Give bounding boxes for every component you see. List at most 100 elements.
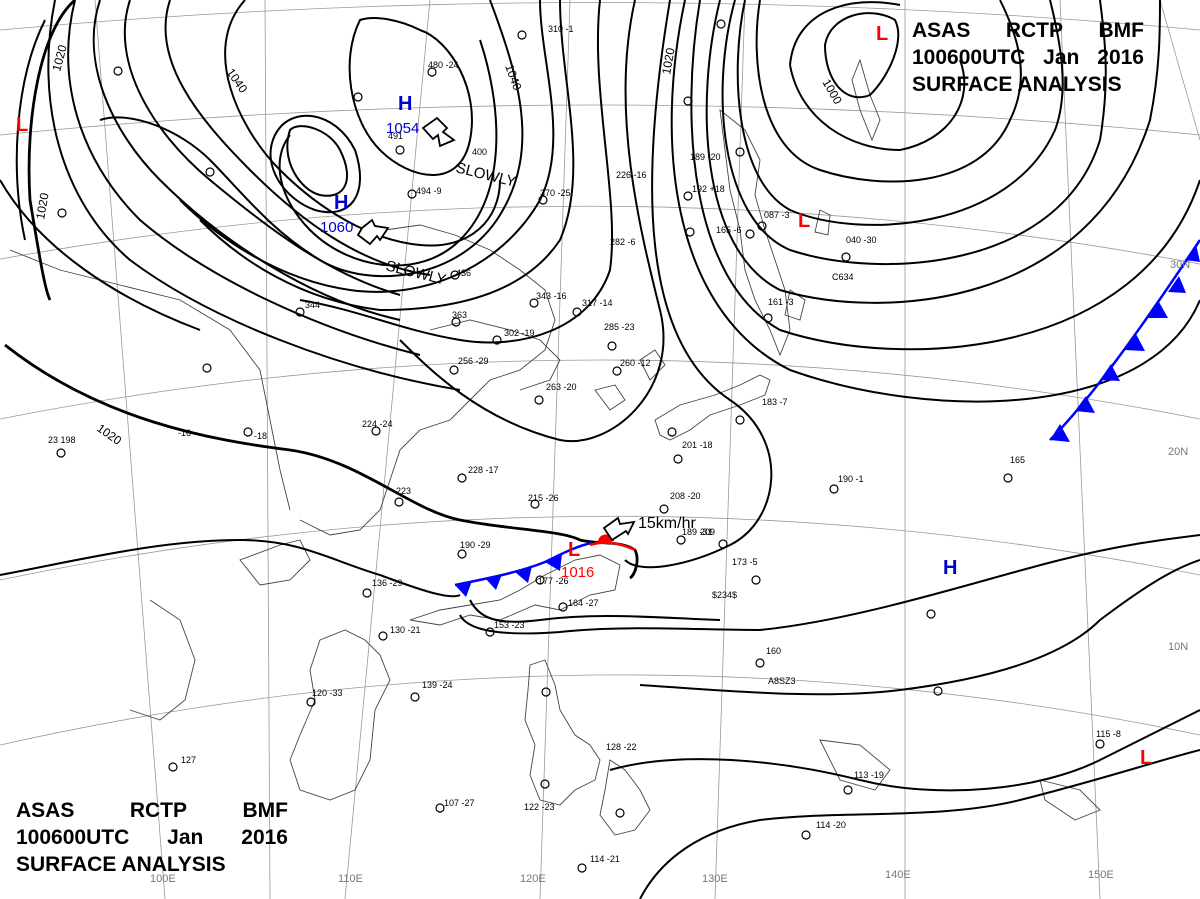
station-label: 215 -26 (528, 493, 559, 503)
station-label: 201 -18 (682, 440, 713, 450)
station-label: 282 -6 (610, 237, 636, 247)
station-label: 128 -22 (606, 742, 637, 752)
station-label: -16 (178, 428, 191, 438)
low-pressure-symbol: L (798, 210, 810, 232)
station-label: 223 (396, 486, 411, 496)
station-label: 114 -21 (590, 854, 620, 864)
station-label: 190 -1 (838, 474, 864, 484)
station-label: 120 -33 (312, 688, 343, 698)
station-label: 190 -29 (460, 540, 491, 550)
header-station: RCTP (129, 799, 188, 822)
station-label: 260 -12 (620, 358, 651, 368)
station-label: 114 -20 (816, 820, 846, 830)
header-bottom-left: ASAS RCTP BMF 100600UTC Jan 2016 SURFACE… (16, 797, 288, 878)
station-label: 122 -23 (524, 802, 555, 812)
low-pressure-symbol: L (876, 23, 888, 45)
station-label: 161 -3 (768, 297, 794, 307)
station-label: 113 -19 (854, 770, 884, 780)
header-time: 100600UTC (912, 46, 1026, 69)
station-label: 107 -27 (444, 798, 475, 808)
station-label: 192 +18 (692, 184, 725, 194)
header-row-2: 100600UTC Jan 2016 (912, 44, 1144, 71)
station-label: 370 -25 (540, 188, 571, 198)
station-label: 494 -9 (416, 186, 442, 196)
station-label: 160 (766, 646, 781, 656)
station-label: 189 -31 (682, 527, 713, 537)
station-label: 436 (456, 268, 471, 278)
station-label: 040 -30 (846, 235, 877, 245)
header-row-1: ASAS RCTP BMF (912, 17, 1144, 44)
header-agency: ASAS (912, 19, 971, 42)
station-label: 115 -8 (1096, 729, 1121, 739)
station-label: 263 -20 (546, 382, 577, 392)
low-pressure-symbol: L (568, 539, 580, 561)
station-label: 400 (472, 147, 487, 157)
station-label: 226 -16 (616, 170, 647, 180)
station-label: 165 -6 (716, 225, 742, 235)
station-label: 164 -27 (568, 598, 599, 608)
station-label: 127 (181, 755, 196, 765)
header-year: 2016 (241, 826, 288, 849)
station-label: 130 -21 (390, 625, 421, 635)
isobar-label: 1020 (659, 46, 677, 75)
station-label: 224 -24 (362, 419, 393, 429)
latitude-label: 30N (1170, 259, 1190, 271)
header-top-right: ASAS RCTP BMF 100600UTC Jan 2016 SURFACE… (912, 17, 1144, 98)
header-station: RCTP (1005, 19, 1064, 42)
station-label: 480 -24 (428, 60, 459, 70)
low-pressure-symbol: L (1140, 747, 1152, 769)
header-row-1: ASAS RCTP BMF (16, 797, 288, 824)
pressure-value: 1016 (561, 564, 594, 581)
header-row-2: 100600UTC Jan 2016 (16, 824, 288, 851)
motion-arrows (356, 116, 636, 542)
cold-front (454, 239, 1200, 597)
header-agency: ASAS (16, 799, 75, 822)
high-pressure-symbol: H (943, 557, 957, 579)
isobar-label: 1020 (49, 43, 70, 73)
high-pressure-symbol: H (334, 192, 348, 214)
station-label: 317 -14 (582, 298, 613, 308)
station-label: -18 (254, 431, 267, 441)
isobar-label: 1020 (33, 191, 51, 220)
station-labels: 23 198 -16 -18 224 -24 228 -17 223 215 -26 190 … (48, 24, 1121, 864)
header-product: SURFACE ANALYSIS (16, 853, 226, 876)
header-office: BMF (242, 799, 289, 822)
station-label: 189 -20 (690, 152, 721, 162)
station-label: 228 -17 (468, 465, 499, 475)
station-label: 256 -29 (458, 356, 489, 366)
station-label: A8SZ3 (768, 676, 796, 686)
station-label: 285 -23 (604, 322, 635, 332)
station-label: 209 (700, 527, 715, 537)
pressure-value: 1060 (320, 219, 353, 236)
station-label: 165 (1010, 455, 1025, 465)
station-label: 343 -16 (536, 291, 567, 301)
coordinate-labels: 100E 110E 120E 130E 140E 150E 30N 20N 10… (150, 259, 1190, 885)
coastlines (9, 58, 1101, 836)
header-month: Jan (1043, 46, 1080, 69)
station-label: 087 -3 (764, 210, 790, 220)
longitude-label: 130E (702, 873, 728, 885)
header-product: SURFACE ANALYSIS (912, 73, 1122, 96)
station-label: 302 -19 (504, 328, 535, 338)
pressure-centers: H 1054 H 1060 L 1016 H L L L L (16, 23, 1152, 769)
header-month: Jan (167, 826, 204, 849)
station-markers (56, 19, 1105, 873)
latitude-label: 10N (1168, 641, 1188, 653)
station-label: 139 -24 (422, 680, 453, 690)
station-label: C634 (832, 272, 854, 282)
header-year: 2016 (1097, 46, 1144, 69)
low-pressure-symbol: L (16, 114, 28, 136)
longitude-label: 110E (338, 873, 363, 885)
station-label: $234$ (712, 590, 737, 600)
station-label: 183 -7 (762, 397, 788, 407)
pressure-value: 1054 (386, 120, 419, 137)
longitude-label: 140E (885, 869, 911, 881)
station-label: 344 (305, 300, 320, 310)
longitude-label: 150E (1088, 869, 1114, 881)
station-label: 136 -29 (372, 578, 403, 588)
longitude-label: 120E (520, 873, 546, 885)
station-label: 177 -26 (538, 576, 569, 586)
station-label: 173 -5 (732, 557, 758, 567)
station-label: 153 -23 (494, 620, 525, 630)
